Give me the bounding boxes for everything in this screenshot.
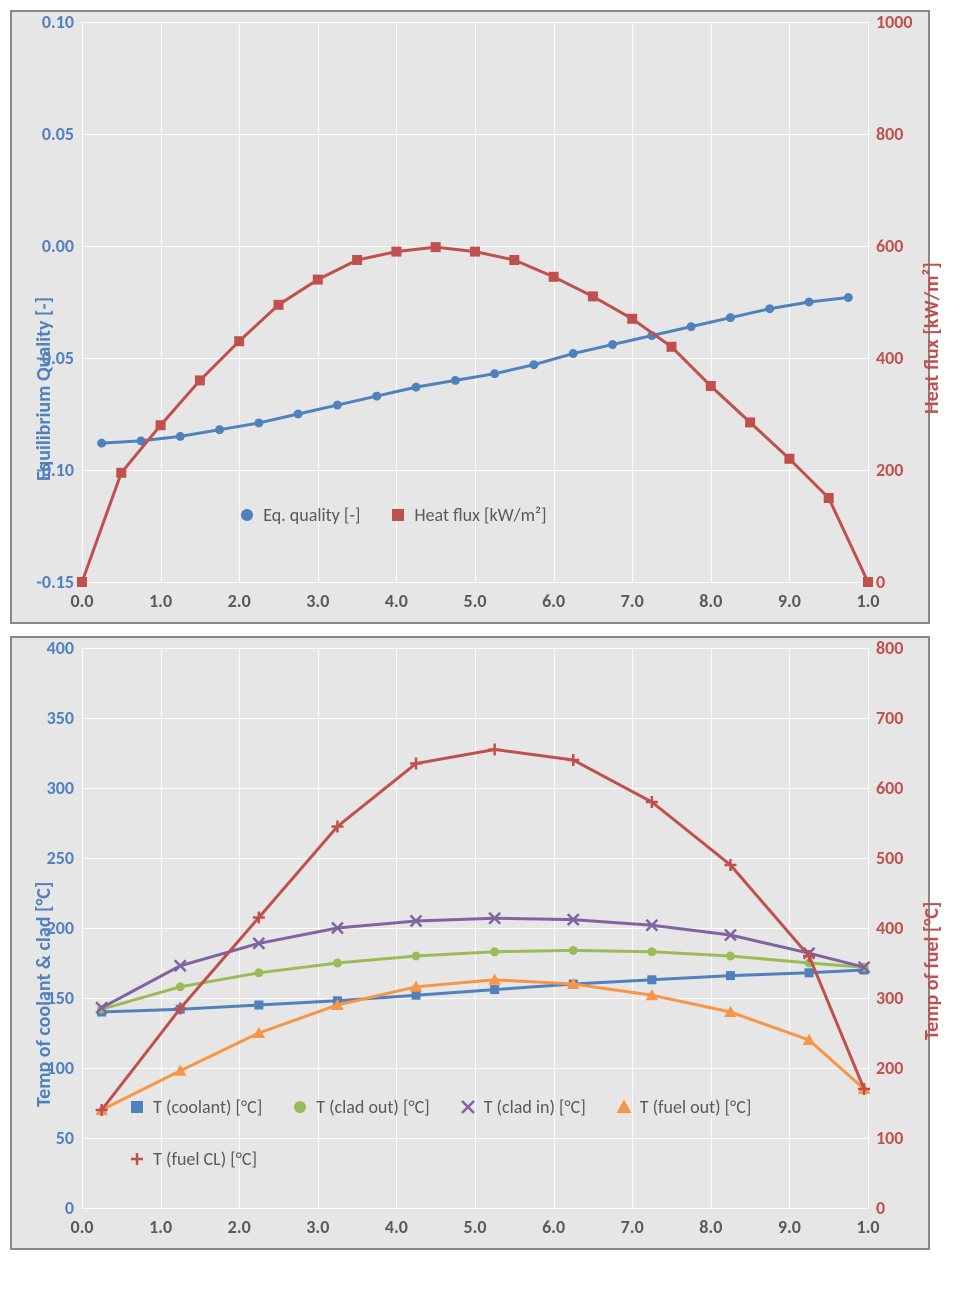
y-right-tick: 400 [868, 917, 903, 939]
x-tick: 5.0 [463, 582, 486, 612]
legend-item: Eq. quality [-] [239, 504, 360, 526]
x-tick: 1.0 [149, 582, 172, 612]
y-right-tick: 600 [868, 777, 903, 799]
y-left-tick: 350 [47, 707, 82, 729]
gridline-v [868, 22, 869, 582]
y-right-label: Heat flux [kW/m²] [920, 262, 944, 414]
y-left-tick: 400 [47, 637, 82, 659]
y-right-tick: 600 [868, 235, 903, 257]
y-right-tick: 200 [868, 1057, 903, 1079]
legend-label: Eq. quality [-] [263, 504, 360, 526]
x-tick: 3.0 [306, 1208, 329, 1238]
x-tick: 9.0 [778, 582, 801, 612]
x-tick: 1.0 [149, 1208, 172, 1238]
legend-item: Heat flux [kW/m²] [390, 504, 546, 526]
x-tick: 7.0 [621, 582, 644, 612]
y-left-tick: 300 [47, 777, 82, 799]
x-tick: 3.0 [306, 582, 329, 612]
x-tick: 8.0 [699, 582, 722, 612]
y-left-tick: 0.00 [42, 235, 82, 257]
x-tick: 4.0 [385, 582, 408, 612]
x-tick: 8.0 [699, 1208, 722, 1238]
legend-label: T (clad out) [°C] [316, 1096, 429, 1118]
y-left-tick: 50 [56, 1127, 82, 1149]
x-tick: 6.0 [542, 582, 565, 612]
x-tick: 2.0 [228, 1208, 251, 1238]
legend-label: T (fuel out) [°C] [640, 1096, 752, 1118]
chart-1-plot: -0.15-0.10-0.050.000.050.100200400600800… [82, 22, 868, 582]
x-tick: 0.0 [70, 1208, 93, 1238]
y-right-tick: 1000 [868, 11, 913, 33]
legend-item: T (clad in) [°C] [460, 1096, 586, 1118]
series-Heat flux [kW/m²] [82, 22, 868, 582]
legend-label: T (fuel CL) [°C] [153, 1148, 257, 1170]
legend: T (coolant) [°C] T (clad out) [°C] T (clad… [129, 1096, 829, 1170]
chart-1-panel: -0.15-0.10-0.050.000.050.100200400600800… [10, 10, 930, 624]
y-right-tick: 800 [868, 637, 903, 659]
x-tick: 1.0 [856, 1208, 879, 1238]
y-right-tick: 500 [868, 847, 903, 869]
x-tick: 4.0 [385, 1208, 408, 1238]
y-right-tick: 400 [868, 347, 903, 369]
chart-2-plot: 0501001502002503003504000100200300400500… [82, 648, 868, 1208]
x-tick: 5.0 [463, 1208, 486, 1238]
legend-label: Heat flux [kW/m²] [414, 504, 546, 526]
legend-label: T (clad in) [°C] [484, 1096, 586, 1118]
chart-2-panel: 0501001502002503003504000100200300400500… [10, 636, 930, 1250]
y-left-label: Temp of coolant & clad [°C] [32, 882, 56, 1107]
legend-item: T (fuel out) [°C] [616, 1096, 752, 1118]
x-tick: 9.0 [778, 1208, 801, 1238]
y-left-tick: 250 [47, 847, 82, 869]
y-right-tick: 200 [868, 459, 903, 481]
y-right-tick: 300 [868, 987, 903, 1009]
x-tick: 7.0 [621, 1208, 644, 1238]
y-right-label: Temp of fuel [°C] [920, 902, 944, 1040]
y-left-label: Equilibrium Quality [-] [32, 297, 56, 481]
y-left-tick: 0.05 [42, 123, 82, 145]
y-right-tick: 800 [868, 123, 903, 145]
legend-item: T (clad out) [°C] [292, 1096, 429, 1118]
y-right-tick: 100 [868, 1127, 903, 1149]
y-right-tick: 700 [868, 707, 903, 729]
x-tick: 2.0 [228, 582, 251, 612]
legend-item: T (fuel CL) [°C] [129, 1148, 257, 1170]
y-left-tick: 0.10 [42, 11, 82, 33]
legend: Eq. quality [-] Heat flux [kW/m²] [239, 504, 829, 526]
legend-label: T (coolant) [°C] [153, 1096, 262, 1118]
legend-item: T (coolant) [°C] [129, 1096, 262, 1118]
x-tick: 6.0 [542, 1208, 565, 1238]
